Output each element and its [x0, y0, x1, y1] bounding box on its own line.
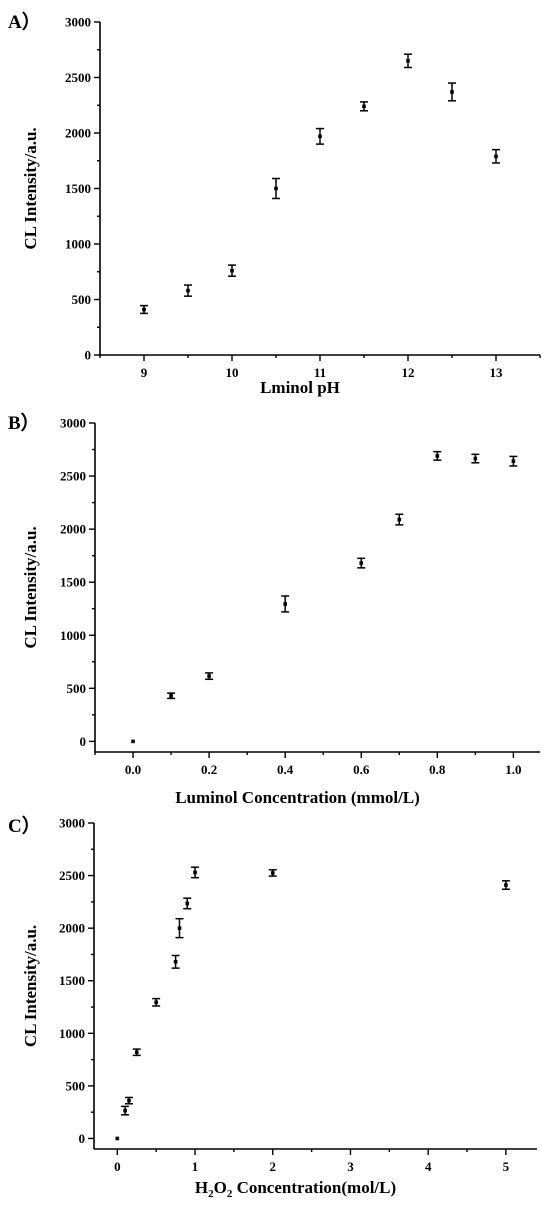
- data-point: [406, 59, 410, 63]
- y-tick-label: 0: [79, 1131, 86, 1146]
- data-point: [173, 960, 178, 964]
- x-tick-label: 4: [425, 1159, 432, 1174]
- data-point: [134, 1050, 139, 1055]
- data-point: [193, 870, 197, 875]
- data-point: [230, 268, 234, 273]
- y-tick-label: 2000: [65, 126, 91, 141]
- subscript: 2: [208, 1188, 214, 1200]
- x-tick-label: 1: [192, 1159, 199, 1174]
- data-point: [131, 739, 135, 744]
- chart-panel-b: B） 0 500 1000 1500 2000 2500 3000 0.0 0.2 0.4 0.6 0.…: [8, 411, 540, 807]
- x-tick-label: 0.6: [353, 762, 370, 777]
- y-tick-label: 1000: [60, 628, 86, 643]
- data-point: [207, 674, 211, 678]
- data-point: [362, 104, 366, 109]
- x-tick-label: 2: [270, 1159, 277, 1174]
- x-tick-label: 3: [347, 1159, 354, 1174]
- y-tick-label: 2500: [60, 469, 86, 484]
- data-point: [511, 459, 516, 464]
- data-point: [473, 456, 478, 461]
- x-axis-title-part: Concentration(mol/L): [232, 1178, 396, 1197]
- x-tick-label: 0.0: [125, 762, 141, 777]
- panel-label: B）: [8, 411, 40, 434]
- y-tick-label: 2500: [59, 868, 85, 883]
- x-tick-label: 0.2: [201, 762, 217, 777]
- y-tick-label: 1500: [60, 575, 86, 590]
- y-axis-title: CL Intensity/a.u.: [21, 925, 40, 1047]
- x-axis-title-part: H: [195, 1178, 208, 1197]
- x-axis-title-part: O: [214, 1178, 227, 1197]
- data-point: [450, 90, 454, 94]
- data-point: [397, 517, 402, 522]
- data-point: [274, 186, 278, 191]
- y-tick-label: 1000: [65, 237, 91, 252]
- x-tick-label: 0: [114, 1159, 121, 1174]
- data-point: [169, 693, 173, 698]
- y-tick-label: 2000: [60, 522, 86, 537]
- x-tick-label: 10: [226, 365, 239, 380]
- subscript: 2: [227, 1188, 233, 1200]
- x-tick-label: 12: [402, 365, 415, 380]
- y-tick-label: 1500: [65, 181, 91, 196]
- y-tick-label: 1000: [59, 1026, 85, 1041]
- data-point: [185, 901, 190, 906]
- y-tick-label: 2000: [59, 921, 85, 936]
- data-point: [186, 288, 190, 293]
- data-point: [494, 154, 498, 159]
- x-tick-label: 13: [490, 365, 504, 380]
- y-tick-label: 500: [72, 292, 92, 307]
- y-tick-label: 500: [66, 1078, 86, 1093]
- x-tick-label: 1.0: [505, 762, 521, 777]
- data-point: [504, 883, 508, 887]
- x-tick-label: 9: [141, 365, 148, 380]
- data-point: [283, 602, 287, 606]
- y-axis-title: CL Intensity/a.u.: [21, 127, 40, 249]
- y-tick-label: 0: [80, 734, 87, 749]
- x-tick-label: 0.4: [277, 762, 294, 777]
- panel-label: C）: [8, 814, 41, 837]
- data-point: [270, 871, 275, 875]
- y-tick-label: 3000: [65, 15, 91, 30]
- panel-label: A）: [8, 10, 41, 33]
- y-tick-label: 500: [67, 681, 87, 696]
- y-axis-title: CL Intensity/a.u.: [21, 526, 40, 648]
- data-point: [127, 1098, 131, 1103]
- x-axis-title: H2O2 Concentration(mol/L): [195, 1178, 396, 1200]
- chart-panel-a: A） 0 500 1000 1500 2000 2500 3000 9 10 11 12 13 Lmino…: [8, 10, 541, 397]
- data-point: [435, 454, 440, 458]
- y-tick-label: 0: [85, 348, 92, 363]
- y-tick-label: 1500: [59, 973, 85, 988]
- data-point: [154, 1000, 158, 1005]
- y-tick-label: 3000: [59, 816, 85, 831]
- y-tick-label: 2500: [65, 70, 91, 85]
- x-axis-title: Lminol pH: [260, 378, 340, 397]
- data-point: [123, 1108, 127, 1113]
- x-tick-label: 5: [503, 1159, 510, 1174]
- y-tick-label: 3000: [60, 416, 86, 431]
- data-point: [177, 926, 182, 930]
- data-point: [142, 307, 146, 312]
- data-point: [359, 561, 364, 565]
- x-tick-label: 11: [314, 365, 326, 380]
- x-tick-label: 0.8: [429, 762, 446, 777]
- data-point: [115, 1136, 120, 1141]
- data-point: [318, 134, 322, 139]
- x-axis-title: Luminol Concentration (mmol/L): [175, 788, 420, 807]
